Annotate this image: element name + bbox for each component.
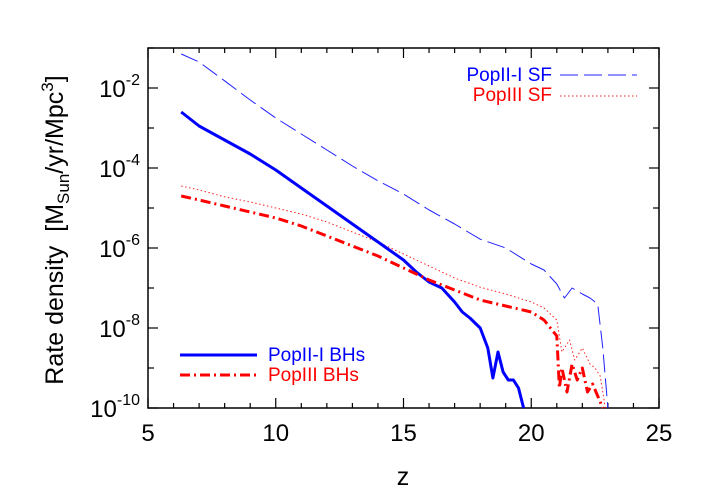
x-tick-label: 15 [390,420,417,447]
x-tick-labels: 5 10 15 20 25 [141,420,672,447]
y-tick-label-exponent: -6 [126,232,140,249]
y-tick-label-base: 10 [99,316,126,343]
y-tick-label: 10-10 [90,392,140,423]
legend-top-right: PopII-I SF PopIII SF [466,65,637,106]
legend-label-popii-i-bhs: PopII-I BHs [268,345,365,366]
y-tick-label: 10-4 [99,152,140,183]
x-tick-label: 20 [518,420,545,447]
series-line-popiii-sf [181,185,606,409]
y-tick-label-base: 10 [90,396,117,423]
y-tick-label: 10-2 [99,72,140,103]
legend-bottom-left: PopII-I BHs PopIII BHs [180,345,365,386]
series-line-popii-i-bhs [180,110,526,409]
x-tick-label: 5 [141,420,154,447]
y-tick-label-base: 10 [99,156,126,183]
x-tick-label: 25 [646,420,673,447]
y-axis-title: Rate density [MSun/yr/Mpc3] [38,75,73,384]
y-tick-label: 10-6 [99,232,140,263]
legend-label-popiii-bhs: PopIII BHs [268,365,359,386]
x-axis-title: z [397,463,410,491]
y-tick-label-exponent: -2 [126,72,140,89]
y-axis-units-mid: /yr/Mpc [41,92,69,174]
y-axis-units-sub: Sun [54,174,73,204]
y-tick-label-exponent: -8 [126,312,140,329]
y-tick-label-base: 10 [99,76,126,103]
y-tick-label-exponent: -4 [126,152,140,169]
x-tick-label: 10 [262,420,289,447]
y-axis-units-close: ] [41,75,69,82]
legend-label-popiii-sf: PopIII SF [473,85,552,106]
y-tick-label: 10-8 [99,312,140,343]
y-tick-label-base: 10 [99,236,126,263]
series-line-popiii-bhs [180,194,605,409]
legend-label-popii-i-sf: PopII-I SF [466,65,552,86]
series-group [180,53,609,409]
y-axis-units-sup: 3 [38,82,57,91]
y-axis-title-label: Rate density [41,245,69,384]
series-line-popii-i-sf [180,53,609,409]
axis-ticks [147,47,660,409]
y-tick-label-exponent: -10 [117,392,140,409]
y-axis-units-open: [M [41,204,69,232]
